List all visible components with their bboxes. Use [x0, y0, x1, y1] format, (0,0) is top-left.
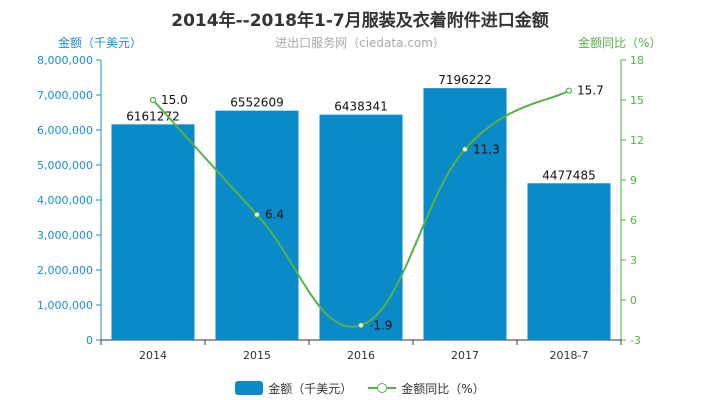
- left-tick-label: 7,000,000: [37, 89, 93, 102]
- yoy-value-label: 15.7: [577, 84, 604, 98]
- right-tick-label: 18: [630, 54, 644, 67]
- left-tick-label: 0: [86, 334, 93, 347]
- left-tick-label: 1,000,000: [37, 299, 93, 312]
- x-tick-label: 2017: [451, 349, 479, 362]
- left-tick-label: 4,000,000: [37, 194, 93, 207]
- legend-bar-swatch: [235, 381, 264, 395]
- bar-2014: [111, 124, 195, 341]
- x-tick-label: 2016: [347, 349, 375, 362]
- legend: 金额（千美元） 金额同比（%）: [0, 379, 720, 397]
- left-tick-label: 5,000,000: [37, 159, 93, 172]
- right-tick-label: 6: [630, 214, 637, 227]
- yoy-point-2014: [149, 96, 157, 104]
- bar-2017: [423, 88, 507, 340]
- yoy-value-label: 6.4: [265, 208, 284, 222]
- yoy-point-2018-7: [565, 87, 573, 94]
- bar-value-label: 6552609: [230, 96, 283, 110]
- left-tick-label: 6,000,000: [37, 124, 93, 137]
- x-tick-label: 2018-7: [550, 349, 589, 362]
- bar-2018-7: [527, 183, 611, 340]
- left-tick-label: 3,000,000: [37, 229, 93, 242]
- left-axis-label: 金额（千美元）: [58, 36, 143, 50]
- x-tick-label: 2014: [139, 349, 167, 362]
- yoy-value-label: 15.0: [161, 93, 188, 107]
- bar-value-label: 6438341: [334, 100, 387, 114]
- bar-value-label: 6161272: [126, 109, 179, 123]
- right-axis-label: 金额同比（%）: [578, 36, 662, 50]
- legend-label-yoy: 金额同比（%）: [401, 381, 485, 396]
- right-tick-label: 0: [630, 294, 637, 307]
- right-tick-label: 3: [630, 254, 637, 267]
- left-tick-label: 8,000,000: [37, 54, 93, 67]
- right-tick-label: 15: [630, 94, 644, 107]
- legend-item-amount[interactable]: 金额（千美元）: [235, 380, 352, 397]
- chart-subtitle: 进出口服务网（ciedata.com）: [275, 36, 445, 50]
- chart-title: 2014年--2018年1-7月服装及衣着附件进口金额: [171, 11, 549, 31]
- bar-value-label: 7196222: [438, 73, 491, 87]
- yoy-value-label: -1.9: [369, 318, 392, 332]
- x-tick-label: 2015: [243, 349, 271, 362]
- bar-2015: [215, 110, 299, 340]
- yoy-point-2017: [461, 146, 469, 153]
- right-tick-label: -3: [630, 334, 641, 347]
- yoy-value-label: 11.3: [473, 142, 500, 156]
- left-tick-label: 2,000,000: [37, 264, 93, 277]
- legend-label-amount: 金额（千美元）: [268, 381, 353, 396]
- legend-item-yoy[interactable]: 金额同比（%）: [368, 380, 485, 397]
- yoy-point-2016: [357, 322, 365, 329]
- bar-2016: [319, 114, 403, 340]
- right-tick-label: 9: [630, 174, 637, 187]
- bar-value-label: 4477485: [542, 168, 595, 182]
- legend-line-swatch: [368, 381, 397, 395]
- yoy-point-2015: [253, 211, 261, 218]
- right-tick-label: 12: [630, 134, 644, 147]
